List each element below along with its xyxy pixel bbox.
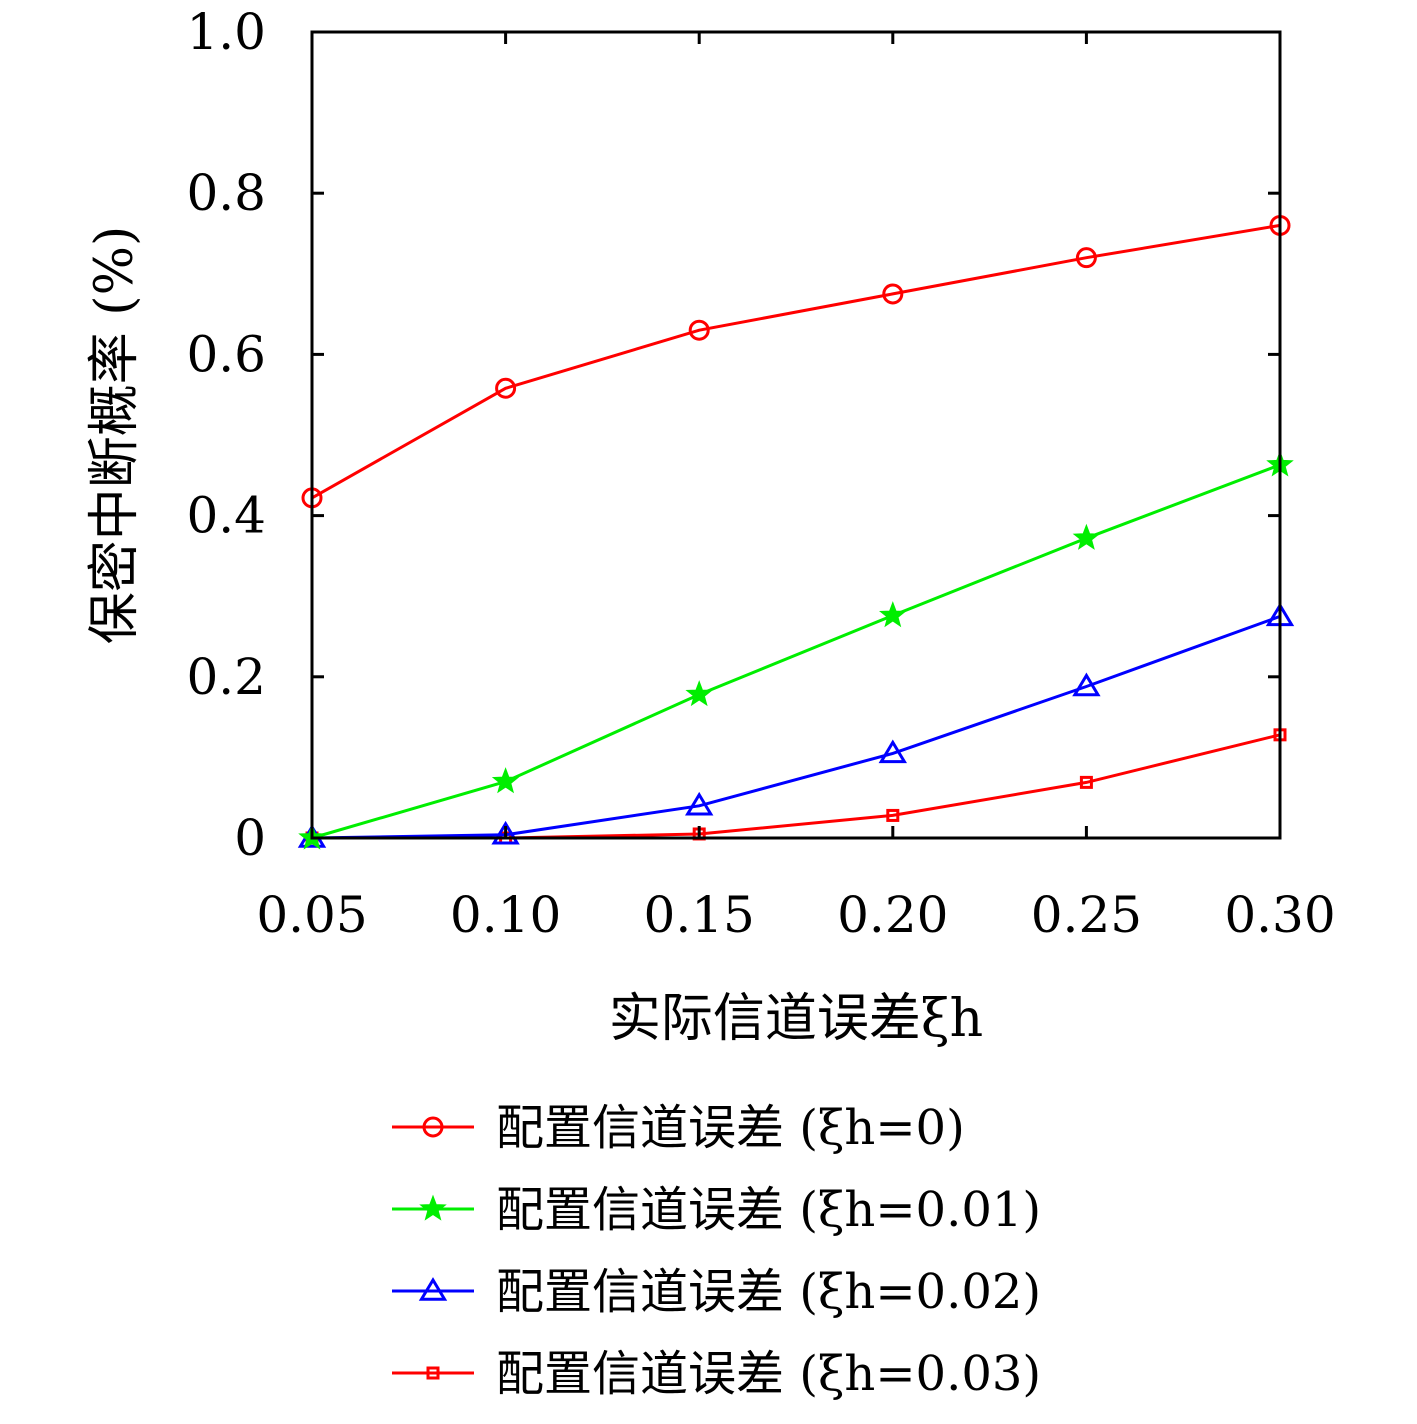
legend-label: 配置信道误差 (ξh=0.03) (496, 1346, 1041, 1402)
x-tick-label: 0.20 (837, 886, 948, 944)
legend-entry-2: 配置信道误差 (ξh=0.02) (392, 1264, 1041, 1320)
data-point-1-1 (491, 767, 520, 794)
data-point-2-2 (685, 791, 714, 816)
data-point-2-3 (878, 739, 907, 764)
x-axis-title: 实际信道误差ξh (609, 989, 983, 1049)
legend: 配置信道误差 (ξh=0) 配置信道误差 (ξh=0.01) 配置信道误差 (ξh=… (392, 1100, 1041, 1402)
plot-frame (310, 30, 1282, 840)
x-tick-label: 0.30 (1224, 886, 1335, 944)
legend-marker (419, 1194, 447, 1221)
plot-marks (297, 214, 1295, 850)
series-0 (301, 214, 1291, 509)
x-tick-label: 0.10 (450, 886, 561, 944)
axes: 0 0.2 0.4 0.6 0.8 1.0 0.05 0.10 0.15 0.20 0.25 0.30… (85, 3, 1336, 1049)
legend-label: 配置信道误差 (ξh=0) (496, 1100, 965, 1156)
legend-marker (422, 1116, 444, 1138)
data-point-0-4 (1075, 247, 1097, 269)
x-tick-label: 0.25 (1031, 886, 1142, 944)
legend-marker (426, 1366, 440, 1380)
data-point-0-2 (688, 319, 710, 341)
data-point-0-3 (882, 283, 904, 305)
legend-label: 配置信道误差 (ξh=0.01) (496, 1182, 1041, 1238)
y-tick-label: 0 (234, 809, 266, 867)
legend-label: 配置信道误差 (ξh=0.02) (496, 1264, 1041, 1320)
legend-marker (418, 1277, 448, 1301)
series-line-1 (311, 463, 1281, 840)
y-tick-label: 0.4 (186, 487, 266, 545)
series-line-0 (311, 223, 1281, 500)
data-point-1-4 (1072, 523, 1101, 550)
legend-entry-3: 配置信道误差 (ξh=0.03) (392, 1346, 1041, 1402)
data-point-2-4 (1072, 672, 1101, 697)
series-line-2 (311, 614, 1281, 840)
y-axis-title: 保密中断概率 (%) (85, 226, 145, 645)
series-2 (297, 602, 1295, 848)
data-point-1-3 (879, 601, 907, 628)
y-tick-label: 1.0 (186, 3, 266, 61)
y-tick-label: 0.8 (186, 164, 266, 222)
data-point-1-2 (685, 680, 713, 707)
series-3 (305, 728, 1287, 845)
y-tick-label: 0.6 (186, 325, 266, 383)
series-1 (298, 450, 1294, 850)
x-tick-label: 0.15 (644, 886, 755, 944)
y-tick-label: 0.2 (186, 648, 266, 706)
data-point-0-1 (495, 377, 517, 399)
legend-entry-1: 配置信道误差 (ξh=0.01) (392, 1182, 1041, 1238)
series-line-3 (312, 733, 1281, 840)
legend-entry-0: 配置信道误差 (ξh=0) (392, 1100, 965, 1156)
data-point-3-3 (886, 808, 900, 822)
data-point-2-1 (491, 820, 520, 845)
x-tick-label: 0.05 (256, 886, 367, 944)
data-point-3-4 (1079, 775, 1093, 789)
